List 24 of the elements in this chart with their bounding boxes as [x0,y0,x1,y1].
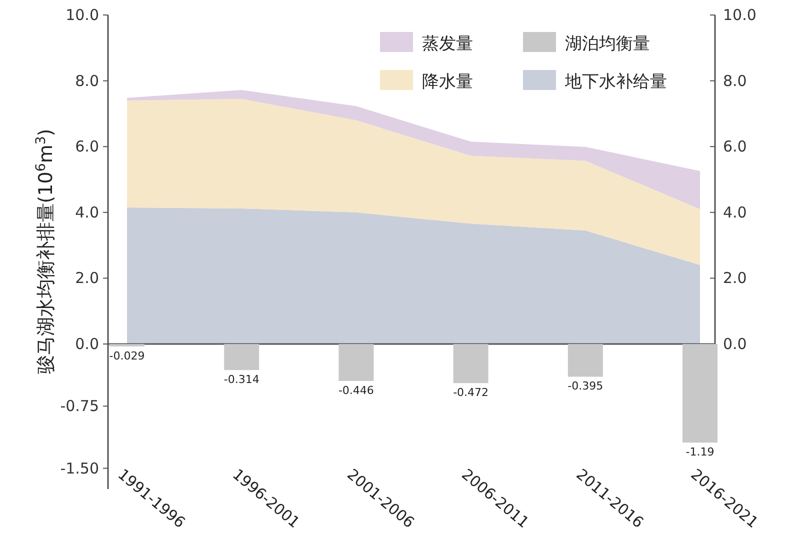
legend-label: 降水量 [422,72,473,92]
y2-tick-label: 0.0 [723,335,747,353]
legend-label: 地下水补给量 [564,72,667,92]
data-label: -0.029 [109,349,145,362]
y-tick-label: 6.0 [75,138,99,156]
y-tick-label: 8.0 [75,72,99,90]
data-label: -0.446 [338,384,374,397]
y2-tick-label: 4.0 [723,203,747,222]
y-tick-label: 10.0 [66,6,99,24]
legend-label: 蒸发量 [422,34,473,54]
y2-tick-label: 2.0 [723,269,747,288]
data-label: -1.19 [686,446,714,459]
y-tick-label: 4.0 [75,203,99,222]
legend-label: 湖泊均衡量 [565,34,650,54]
y-tick-label: -0.75 [60,397,99,416]
data-label: -0.314 [224,373,260,386]
y2-tick-label: 8.0 [723,72,747,90]
y-tick-label: -1.50 [60,459,99,478]
y2-tick-label: 6.0 [723,138,747,156]
y2-tick-label: 10.0 [723,6,756,24]
data-label: -0.472 [453,386,489,400]
y-tick-label: 2.0 [75,269,99,288]
y-tick-label: 0.0 [75,335,99,353]
data-label: -0.395 [568,380,604,393]
